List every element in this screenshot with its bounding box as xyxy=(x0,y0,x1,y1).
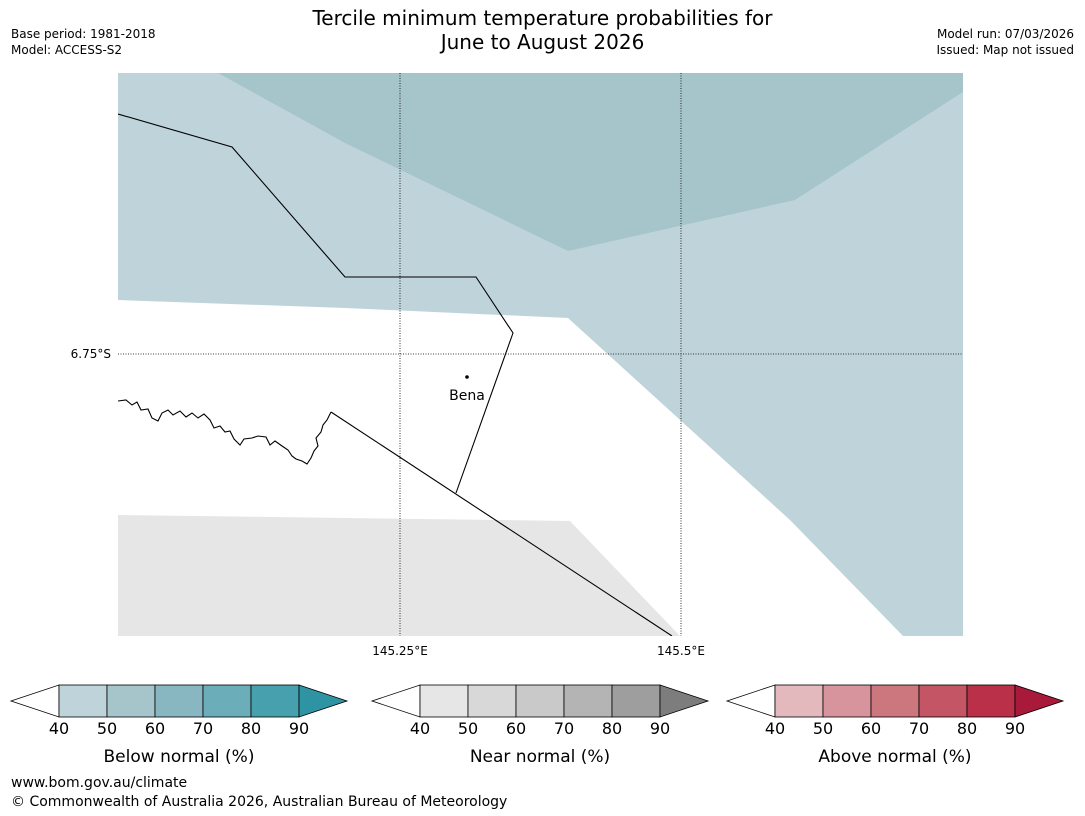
below-normal-tick-80: 80 xyxy=(241,719,261,738)
below-normal-swatch-70 xyxy=(202,684,252,718)
below-normal-swatch-60 xyxy=(154,684,204,718)
river-coastline xyxy=(118,399,332,465)
base-period: Base period: 1981-2018 xyxy=(11,27,156,41)
issued-status: Issued: Map not issued xyxy=(936,43,1074,57)
below-normal-tick-60: 60 xyxy=(145,719,165,738)
near-normal-tick-80: 80 xyxy=(602,719,622,738)
longitude-label-145-25: 145.25°E xyxy=(372,644,428,658)
above-normal-swatch-80 xyxy=(966,684,1016,718)
map-title: Tercile minimum temperature probabilitie… xyxy=(0,6,1085,54)
model-run: Model run: 07/03/2026 xyxy=(936,27,1074,41)
title-line-2: June to August 2026 xyxy=(440,30,645,54)
title-line-1: Tercile minimum temperature probabilitie… xyxy=(312,6,773,30)
below-normal-colorbar-title: Below normal (%) xyxy=(104,747,255,767)
below-normal-tick-70: 70 xyxy=(193,719,213,738)
near-normal-tick-50: 50 xyxy=(458,719,478,738)
below-normal-over-90-triangle xyxy=(298,684,349,718)
above-normal-tick-80: 80 xyxy=(957,719,977,738)
near-normal-tick-70: 70 xyxy=(554,719,574,738)
below-normal-tick-90: 90 xyxy=(289,719,309,738)
above-normal-swatch-50 xyxy=(822,684,872,718)
below-normal-swatch-40 xyxy=(58,684,108,718)
above-normal-over-90-triangle xyxy=(1014,684,1065,718)
near-normal-tick-90: 90 xyxy=(650,719,670,738)
below-normal-40-50-zone xyxy=(118,73,963,636)
near-normal-swatch-50 xyxy=(467,684,517,718)
below-normal-tick-40: 40 xyxy=(49,719,69,738)
above-normal-tick-50: 50 xyxy=(813,719,833,738)
below-normal-swatch-50 xyxy=(106,684,156,718)
below-normal-under-40-triangle xyxy=(9,684,60,718)
near-normal-under-40-triangle xyxy=(370,684,421,718)
colorbar-below-normal: 40 50 60 70 80 90 Below normal (%) xyxy=(9,684,349,767)
latitude-label: 6.75°S xyxy=(71,347,111,361)
above-normal-tick-70: 70 xyxy=(909,719,929,738)
copyright-notice: © Commonwealth of Australia 2026, Austra… xyxy=(11,794,508,810)
longitude-label-145-5: 145.5°E xyxy=(657,644,705,658)
near-normal-swatch-40 xyxy=(419,684,469,718)
province-boundary xyxy=(118,113,514,494)
below-normal-50-60-zone xyxy=(218,73,963,251)
footer: www.bom.gov.au/climate © Commonwealth of… xyxy=(11,774,507,812)
near-normal-swatch-70 xyxy=(563,684,613,718)
above-normal-under-40-triangle xyxy=(725,684,776,718)
above-normal-colorbar-title: Above normal (%) xyxy=(818,747,971,767)
above-normal-tick-40: 40 xyxy=(765,719,785,738)
website-link[interactable]: www.bom.gov.au/climate xyxy=(11,775,188,791)
below-normal-tick-50: 50 xyxy=(97,719,117,738)
metadata-left: Base period: 1981-2018 Model: ACCESS-S2 xyxy=(11,26,156,58)
above-normal-swatch-60 xyxy=(870,684,920,718)
below-normal-swatch-80 xyxy=(250,684,300,718)
colorbar-above-normal: 40 50 60 70 80 90 Above normal (%) xyxy=(725,684,1065,767)
colorbar-near-normal: 40 50 60 70 80 90 Near normal (%) xyxy=(370,684,710,767)
bena-marker xyxy=(465,375,469,379)
metadata-right: Model run: 07/03/2026 Issued: Map not is… xyxy=(936,26,1074,58)
near-normal-tick-60: 60 xyxy=(506,719,526,738)
above-normal-tick-60: 60 xyxy=(861,719,881,738)
province-boundary-south xyxy=(330,411,673,636)
near-normal-swatch-80 xyxy=(611,684,661,718)
above-normal-tick-90: 90 xyxy=(1005,719,1025,738)
near-normal-over-90-triangle xyxy=(659,684,710,718)
model-name: Model: ACCESS-S2 xyxy=(11,43,123,57)
near-normal-tick-40: 40 xyxy=(410,719,430,738)
near-normal-40-50-zone xyxy=(118,515,680,636)
above-normal-swatch-40 xyxy=(774,684,824,718)
near-normal-swatch-60 xyxy=(515,684,565,718)
place-label-bena: Bena xyxy=(449,388,485,404)
above-normal-swatch-70 xyxy=(918,684,968,718)
near-normal-colorbar-title: Near normal (%) xyxy=(470,747,610,767)
